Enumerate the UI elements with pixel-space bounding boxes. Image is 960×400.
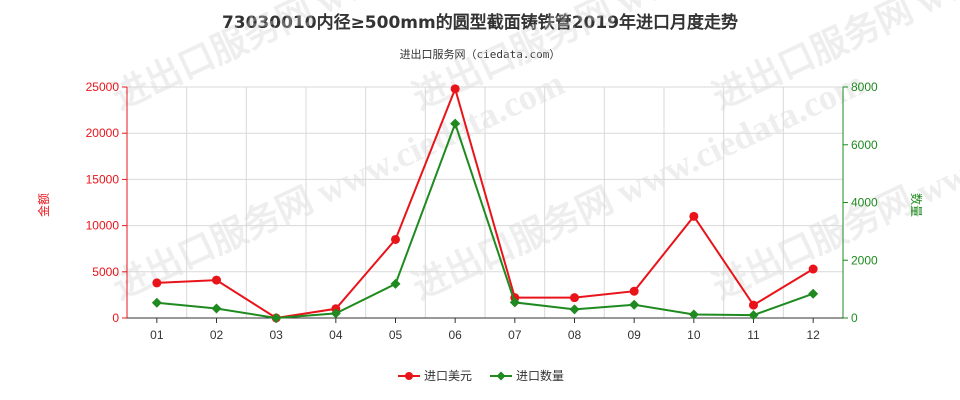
series-1-point <box>391 234 400 244</box>
x-tick-label: 09 <box>627 328 641 342</box>
y-tick-label-right: 2000 <box>851 253 878 267</box>
x-tick-label: 04 <box>329 328 343 342</box>
y-tick-label-right: 4000 <box>851 196 878 210</box>
y-tick-label-right: 0 <box>851 311 858 325</box>
series-2-point <box>688 309 699 320</box>
x-tick-label: 01 <box>150 328 164 342</box>
series-2-point <box>569 304 580 315</box>
chart-subtitle: 进出口服务网（ciedata.com） <box>399 48 561 61</box>
y-axis-label-right: 数量 <box>909 193 924 217</box>
series-layer <box>151 84 819 323</box>
series-2-point <box>629 299 640 310</box>
series-1-point <box>212 275 221 285</box>
series-1-point <box>808 264 818 274</box>
series-1-point <box>570 293 579 303</box>
series-2-point <box>748 310 759 321</box>
series-1-point <box>689 211 699 221</box>
legend-label: 进口数量 <box>516 368 564 383</box>
x-tick-label: 03 <box>269 328 283 342</box>
y-tick-label-left: 5000 <box>92 265 119 279</box>
series-line-1 <box>156 85 814 320</box>
y-tick-label-left: 15000 <box>86 172 120 186</box>
x-tick-label: 05 <box>389 328 403 342</box>
x-tick-label: 10 <box>687 328 701 342</box>
y-tick-label-left: 25000 <box>86 80 120 94</box>
series-1-point <box>152 278 162 288</box>
series-2-point <box>808 288 819 299</box>
legend-marker <box>405 372 413 380</box>
series-2-point <box>509 297 520 308</box>
x-tick-label: 12 <box>806 328 820 342</box>
x-tick-label: 08 <box>568 328 582 342</box>
legend-label: 进口美元 <box>424 369 472 383</box>
series-2-point <box>450 118 461 129</box>
y-tick-label-right: 8000 <box>851 80 878 94</box>
y-tick-label-left: 10000 <box>86 219 120 233</box>
x-tick-label: 06 <box>448 328 462 342</box>
series-1-point <box>749 300 758 310</box>
series-2-point <box>211 303 222 314</box>
y-tick-label-left: 0 <box>112 311 119 325</box>
x-tick-label: 11 <box>747 328 760 342</box>
chart-title: 73030010内径≥500mm的圆型截面铸铁管2019年进口月度走势 <box>221 13 739 33</box>
y-axis-label-left: 金额 <box>36 193 51 217</box>
series-2-point <box>151 297 162 308</box>
legend[interactable]: 进口美元 进口数量 <box>398 368 564 383</box>
tick-labels: 0 5000 10000 15000 20000 25000 0 2000 4000 6000 80… <box>86 80 878 342</box>
legend-marker <box>496 371 506 381</box>
series-1-point <box>450 84 460 94</box>
series-2-point <box>271 313 282 323</box>
x-tick-label: 02 <box>210 328 224 342</box>
x-tick-label: 07 <box>508 328 522 342</box>
series-2-point <box>330 308 341 319</box>
series-line-2 <box>156 120 814 320</box>
series-1-point <box>629 286 639 296</box>
y-tick-label-right: 6000 <box>851 138 878 152</box>
y-tick-label-left: 20000 <box>86 126 120 140</box>
series-2-point <box>390 278 401 289</box>
